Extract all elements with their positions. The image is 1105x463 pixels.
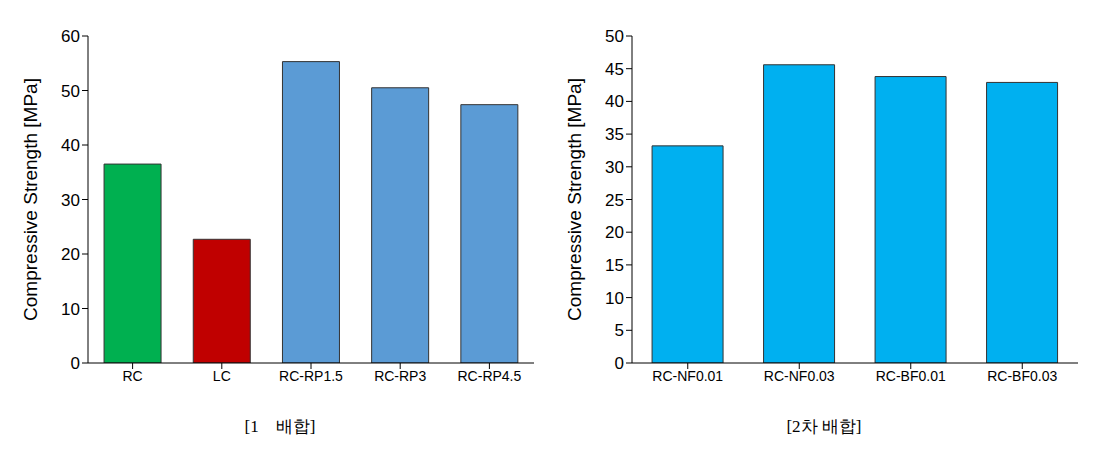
svg-text:20: 20 [605, 223, 624, 242]
svg-text:RC-NF0.03: RC-NF0.03 [764, 368, 835, 384]
svg-text:0: 0 [615, 354, 624, 373]
svg-text:10: 10 [605, 289, 624, 308]
html-text:[1 배합]: [1 배합] [244, 417, 316, 436]
svg-text:Compressive Strength [MPa]: Compressive Strength [MPa] [564, 78, 585, 321]
html-text:[2차 배합]: [2차 배합] [786, 417, 862, 436]
svg-text:RC-BF0.01: RC-BF0.01 [876, 368, 946, 384]
svg-text:RC-NF0.01: RC-NF0.01 [652, 368, 723, 384]
svg-text:RC-RP4.5: RC-RP4.5 [458, 368, 522, 384]
svg-text:5: 5 [615, 321, 624, 340]
svg-text:35: 35 [605, 125, 624, 144]
svg-text:40: 40 [61, 136, 80, 155]
svg-text:RC-RP1.5: RC-RP1.5 [279, 368, 343, 384]
svg-text:50: 50 [605, 27, 624, 46]
svg-text:15: 15 [605, 256, 624, 275]
svg-text:0: 0 [71, 354, 80, 373]
svg-text:Compressive Strength [MPa]: Compressive Strength [MPa] [20, 78, 41, 321]
svg-text:30: 30 [61, 191, 80, 210]
svg-text:40: 40 [605, 92, 624, 111]
svg-text:LC: LC [213, 368, 231, 384]
svg-text:20: 20 [61, 245, 80, 264]
svg-text:RC: RC [122, 368, 142, 384]
svg-text:RC-RP3: RC-RP3 [374, 368, 426, 384]
svg-text:10: 10 [61, 300, 80, 319]
svg-text:30: 30 [605, 158, 624, 177]
svg-text:60: 60 [61, 27, 80, 46]
svg-text:45: 45 [605, 60, 624, 79]
svg-text:RC-BF0.03: RC-BF0.03 [987, 368, 1057, 384]
svg-text:50: 50 [61, 82, 80, 101]
svg-text:25: 25 [605, 191, 624, 210]
